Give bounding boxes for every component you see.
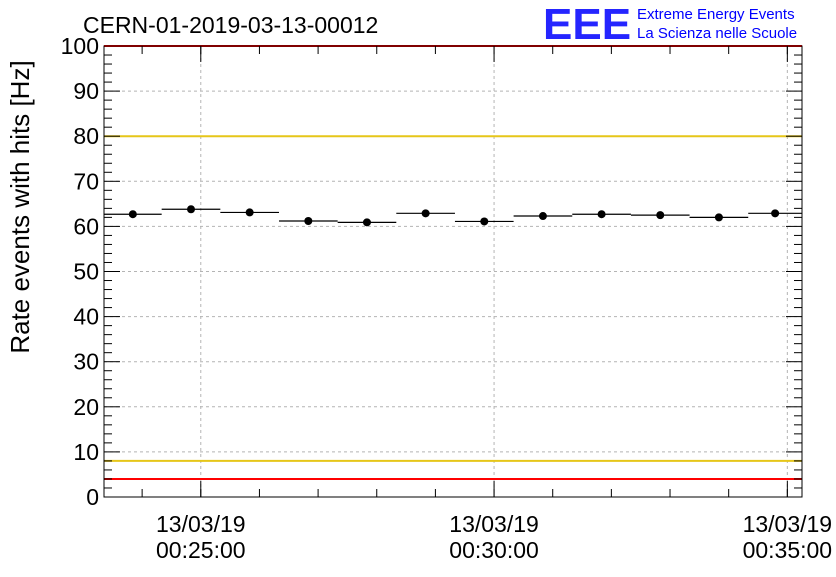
data-marker [362, 218, 371, 227]
x-tick-label-date: 13/03/19 [156, 511, 246, 537]
y-tick-label: 10 [73, 439, 99, 465]
data-marker [304, 216, 313, 225]
labels: 010203040506070809010013/03/1900:25:0013… [61, 33, 832, 563]
y-tick-label: 30 [73, 349, 99, 375]
y-tick-label: 80 [73, 123, 99, 149]
y-tick-label: 60 [73, 213, 99, 239]
data-point [161, 205, 221, 214]
data-marker [480, 217, 489, 226]
data-point [396, 209, 455, 218]
y-tick-label: 40 [73, 304, 99, 330]
data-point [513, 212, 573, 221]
data-marker [771, 209, 780, 218]
data-marker [714, 213, 723, 222]
data-point [689, 213, 749, 222]
data-marker [656, 211, 665, 220]
y-tick-label: 20 [73, 394, 99, 420]
y-tick-label: 50 [73, 259, 99, 285]
data-marker [245, 208, 254, 217]
y-tick-label: 70 [73, 168, 99, 194]
data-marker [597, 210, 606, 219]
data-marker [128, 210, 137, 219]
eee-logo-line2: La Scienza nelle Scuole [637, 25, 797, 42]
data-point [630, 211, 690, 220]
plot-frame [103, 45, 803, 498]
y-tick-label: 100 [61, 33, 99, 59]
x-tick-label-date: 13/03/19 [449, 511, 539, 537]
data-point [220, 208, 279, 217]
data-point [454, 217, 514, 226]
x-tick-label-date: 13/03/19 [743, 511, 833, 537]
chart-title: CERN-01-2019-03-13-00012 [83, 12, 378, 38]
data-marker [421, 209, 430, 218]
y-tick-label: 0 [86, 484, 99, 510]
data-point [104, 210, 162, 219]
x-tick-label-time: 00:25:00 [156, 537, 246, 563]
data-point [748, 209, 802, 218]
data-point [278, 216, 338, 225]
eee-logo-mark: EEE [543, 0, 631, 49]
x-tick-label-time: 00:35:00 [743, 537, 833, 563]
data-points [104, 205, 802, 227]
data-point [572, 210, 631, 219]
data-marker [538, 212, 547, 221]
eee-logo: EEE Extreme Energy Events La Scienza nel… [543, 0, 797, 49]
y-tick-label: 90 [73, 78, 99, 104]
data-point [337, 218, 397, 227]
data-marker [187, 205, 196, 214]
x-tick-label-time: 00:30:00 [449, 537, 539, 563]
axes [103, 45, 803, 498]
eee-logo-line1: Extreme Energy Events [637, 6, 795, 23]
y-axis-label: Rate events with hits [Hz] [5, 60, 35, 353]
